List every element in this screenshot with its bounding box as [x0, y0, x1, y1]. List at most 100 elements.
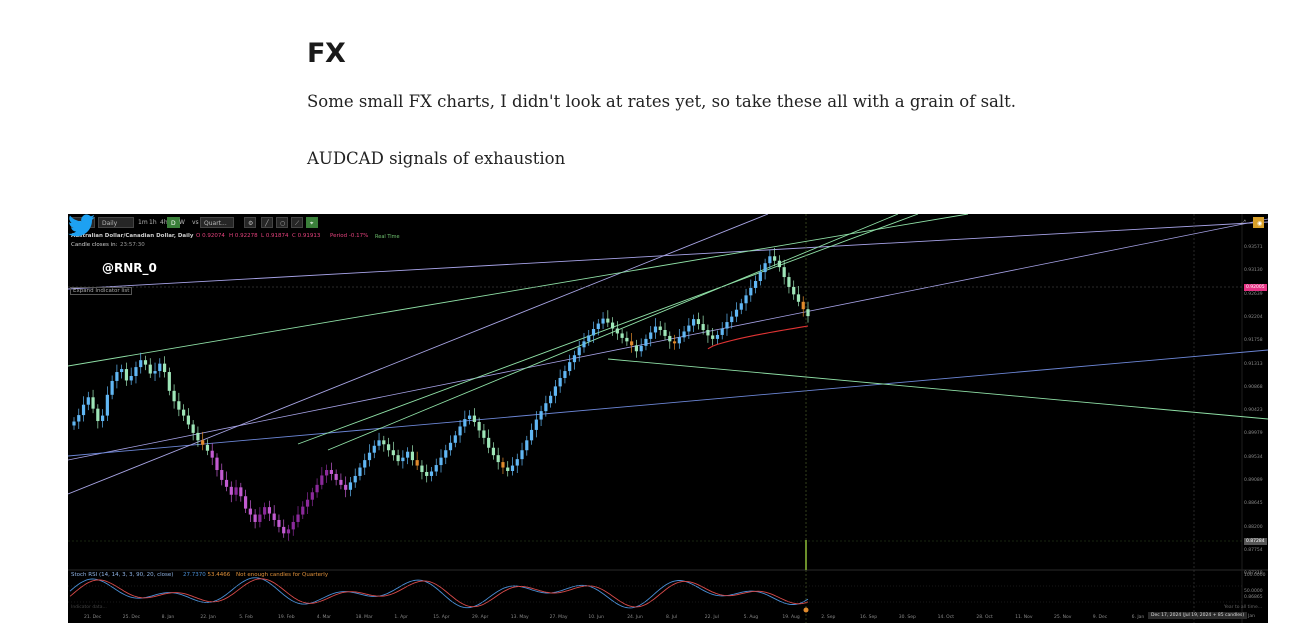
interval-d[interactable]: D: [167, 217, 180, 228]
candle-body: [649, 332, 653, 339]
candle-body: [753, 281, 758, 288]
candle-body: [463, 419, 467, 427]
interval-4h[interactable]: 4h: [160, 219, 168, 226]
intro-paragraph: Some small FX charts, I didn't look at r…: [307, 92, 1017, 111]
time-axis-trailing-label: Jan: [1248, 614, 1255, 619]
candle-body: [296, 514, 300, 522]
candle-body: [668, 335, 672, 342]
compare-select[interactable]: Quart...: [200, 217, 234, 228]
price-axis-label: 0.89089: [1244, 478, 1263, 483]
candle-body: [172, 390, 176, 402]
candle-body: [229, 486, 233, 495]
circle-icon[interactable]: ○: [276, 217, 288, 228]
camera-icon[interactable]: ◉: [1253, 217, 1264, 228]
candle-body: [215, 457, 219, 471]
candle-body: [773, 256, 777, 261]
candle-body: [587, 335, 591, 342]
candle-body: [472, 415, 476, 423]
time-axis-label: 13. May: [510, 615, 529, 620]
candle-body: [730, 316, 734, 323]
vs-label: vs: [192, 219, 199, 226]
time-axis-label: 11. Nov: [1015, 615, 1033, 620]
time-axis-label: 5. Feb: [239, 615, 253, 620]
candle-body: [577, 347, 581, 356]
page-title: FX: [307, 38, 346, 69]
candle-body: [563, 371, 567, 378]
price-axis-label: 0.90868: [1244, 384, 1263, 390]
candle-body: [482, 430, 486, 438]
candle-close-label: Candle closes in:: [71, 242, 118, 248]
candle-body: [520, 450, 524, 460]
candle-body: [124, 369, 129, 381]
candle-body: [682, 331, 686, 338]
stoch-d-value: 53.4466: [207, 572, 231, 578]
candle-body: [477, 422, 481, 431]
price-axis-label: 0.92204: [1244, 314, 1263, 320]
draw-line-icon[interactable]: ╱: [261, 217, 273, 228]
current-price-tag: 0.92005: [1244, 284, 1267, 291]
candle-body: [663, 329, 667, 336]
interval-1m[interactable]: 1m: [138, 219, 148, 226]
candle-body: [510, 465, 515, 472]
fullscreen-icon[interactable]: ⤢: [1241, 219, 1246, 226]
candle-body: [739, 303, 743, 310]
candle-body: [243, 496, 248, 509]
candle-body: [134, 367, 138, 377]
candle-body: [186, 415, 190, 425]
twitter-handle: @RNR_0: [102, 261, 157, 275]
candle-body: [339, 479, 343, 485]
candle-body: [487, 437, 491, 448]
moving-average-line: [707, 325, 809, 350]
time-axis-label: 21. Dec: [84, 615, 102, 620]
candle-body: [220, 470, 224, 480]
candle-body: [105, 394, 109, 416]
trend-tool-icon[interactable]: ⟋: [291, 217, 303, 228]
settings-icon[interactable]: ⚙: [244, 217, 256, 228]
candle-body: [467, 415, 472, 420]
candle-body: [272, 513, 276, 520]
real-time-badge: Real Time: [375, 234, 400, 240]
candle-body: [177, 401, 181, 410]
candle-body: [86, 397, 90, 405]
trend-line: [68, 214, 969, 367]
expand-indicator-button[interactable]: Expand Indicator list: [70, 287, 133, 295]
candle-body: [377, 440, 381, 446]
candle-body: [353, 475, 357, 483]
candle-body: [625, 337, 629, 342]
time-axis-label: 14. Oct: [937, 615, 954, 620]
candle-body: [248, 508, 252, 515]
candle-body: [96, 408, 100, 422]
candle-body: [796, 294, 801, 302]
stoch-warning: Not enough candles for Quarterly: [236, 572, 329, 578]
candle-body: [439, 457, 443, 466]
candle-body: [406, 451, 410, 458]
interval-1h[interactable]: 1h: [149, 219, 157, 226]
stoch-rsi-label[interactable]: Stoch RSI (14, 14, 3, 3, 90, 20, close): [71, 572, 174, 578]
time-axis-label: 6. Jan: [1131, 615, 1145, 620]
interval-select[interactable]: Daily: [98, 217, 134, 228]
candle-body: [425, 471, 429, 476]
price-axis-label: 0.93571: [1244, 245, 1263, 250]
candle-body: [100, 415, 105, 422]
candle-body: [701, 324, 705, 330]
interval-w[interactable]: W: [179, 219, 185, 226]
candle-body: [782, 267, 786, 278]
stoch-d-line: [69, 578, 809, 608]
candle-body: [711, 335, 715, 339]
candle-body: [806, 309, 810, 317]
candle-body: [634, 345, 639, 352]
price-axis-label: 0.93130: [1244, 268, 1263, 274]
candle-body: [277, 519, 281, 527]
close-value: C 0.91913: [292, 233, 321, 239]
candle-body: [591, 328, 596, 336]
trend-line: [607, 358, 1268, 420]
time-axis-label: 16. Sep: [860, 615, 878, 620]
candle-body: [491, 447, 496, 456]
candle-body: [458, 426, 462, 436]
candle-body: [267, 507, 272, 514]
magnet-icon[interactable]: ⌖: [306, 217, 318, 228]
candle-body: [320, 475, 324, 485]
price-axis-label: 0.87754: [1244, 547, 1263, 553]
candle-body: [572, 355, 577, 363]
candle-body: [167, 372, 171, 391]
